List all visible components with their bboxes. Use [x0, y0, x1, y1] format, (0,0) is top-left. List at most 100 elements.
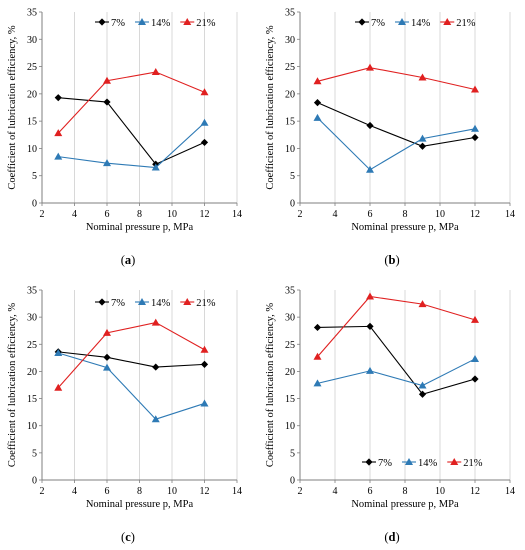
- x-tick-label: 4: [333, 486, 338, 497]
- data-point: [418, 381, 427, 389]
- legend-marker: [183, 18, 192, 25]
- data-point: [200, 360, 209, 368]
- y-tick-label: 0: [290, 199, 295, 210]
- y-tick-label: 5: [32, 171, 37, 182]
- data-point: [418, 390, 427, 398]
- x-tick-label: 8: [137, 486, 142, 497]
- series-line-3: [57, 71, 205, 134]
- data-point: [151, 68, 160, 76]
- series-line-1: [58, 97, 205, 165]
- y-tick-label: 5: [290, 448, 295, 459]
- panel-caption: (b): [384, 253, 399, 267]
- data-point: [418, 300, 427, 308]
- y-axis-title: Coefficient of lubrication efficiency, %: [265, 303, 276, 467]
- data-point: [200, 138, 209, 147]
- legend-label: 14%: [411, 18, 431, 29]
- y-tick-label: 15: [27, 117, 37, 128]
- data-point: [152, 363, 160, 371]
- legend-marker: [138, 298, 146, 305]
- y-tick-label: 0: [32, 199, 37, 210]
- x-axis-title: Nominal pressure p, MPa: [86, 222, 194, 233]
- x-tick-label: 14: [232, 486, 242, 497]
- series-line-3: [317, 67, 476, 91]
- y-tick-label: 20: [27, 89, 37, 100]
- data-point: [103, 363, 111, 371]
- y-tick-label: 10: [27, 421, 37, 432]
- legend: 7% 14% 21%: [355, 18, 476, 29]
- x-tick-label: 14: [505, 209, 515, 220]
- data-point: [200, 88, 209, 96]
- legend-marker: [443, 18, 452, 25]
- data-point: [103, 98, 111, 106]
- data-point: [313, 77, 322, 85]
- x-axis-title: Nominal pressure p, MPa: [351, 222, 459, 233]
- y-tick-label: 30: [27, 35, 37, 46]
- y-tick-label: 35: [27, 8, 37, 19]
- data-point: [366, 366, 374, 374]
- panel-caption: (a): [121, 253, 136, 267]
- data-point: [471, 354, 479, 362]
- x-tick-label: 10: [167, 486, 177, 497]
- y-tick-label: 20: [285, 89, 295, 100]
- legend-marker: [98, 298, 106, 306]
- y-tick-label: 10: [27, 144, 37, 155]
- y-tick-label: 35: [27, 286, 37, 297]
- data-point: [54, 383, 63, 391]
- legend-marker: [365, 458, 373, 466]
- panel-caption: (c): [121, 530, 135, 544]
- x-tick-label: 2: [298, 486, 303, 497]
- data-point: [471, 375, 479, 383]
- x-tick-label: 2: [40, 486, 45, 497]
- legend-marker: [398, 18, 406, 25]
- series-line-1: [58, 351, 205, 368]
- y-axis-title: Coefficient of lubrication efficiency, %: [7, 303, 18, 467]
- x-tick-label: 6: [105, 486, 110, 497]
- legend-label: 21%: [463, 458, 483, 469]
- data-point: [366, 292, 374, 300]
- x-tick-label: 12: [200, 209, 210, 220]
- legend-marker: [358, 18, 366, 26]
- data-point: [366, 165, 374, 173]
- y-axis-title: Coefficient of lubrication efficiency, %: [7, 25, 18, 189]
- legend-label: 21%: [196, 298, 216, 309]
- data-point: [471, 133, 479, 142]
- legend-label: 21%: [456, 18, 476, 29]
- y-tick-label: 15: [285, 394, 295, 405]
- x-tick-label: 14: [232, 209, 242, 220]
- data-point: [366, 121, 374, 130]
- data-point: [151, 318, 160, 326]
- series-line-3: [317, 295, 476, 358]
- y-tick-label: 25: [285, 340, 295, 351]
- y-tick-label: 10: [285, 144, 295, 155]
- y-tick-label: 5: [32, 448, 37, 459]
- x-tick-label: 14: [505, 486, 515, 497]
- data-point: [313, 113, 322, 121]
- y-tick-label: 30: [27, 313, 37, 324]
- series-line-3: [57, 321, 205, 389]
- x-tick-label: 4: [72, 209, 77, 220]
- x-tick-label: 6: [368, 486, 373, 497]
- chart-panel-3: 0 5 10 15 20 25 30 35 2 4 6 8 10 12 14 Nominal pressure…: [7, 286, 242, 545]
- y-axis-title: Coefficient of lubrication efficiency, %: [265, 25, 276, 189]
- data-point: [200, 118, 209, 126]
- y-tick-label: 30: [285, 35, 295, 46]
- series-line-2: [317, 358, 476, 387]
- data-point: [54, 348, 63, 356]
- data-point: [103, 76, 111, 84]
- x-tick-label: 10: [435, 209, 445, 220]
- data-point: [471, 85, 479, 93]
- x-tick-label: 12: [200, 486, 210, 497]
- x-tick-label: 2: [40, 209, 45, 220]
- x-tick-label: 10: [167, 209, 177, 220]
- chart-panel-1: 0 5 10 15 20 25 30 35 2 4 6 8 10 12 14 Nominal pressure…: [7, 8, 242, 268]
- series-line-2: [58, 122, 205, 169]
- data-point: [471, 315, 479, 323]
- data-point: [366, 63, 374, 71]
- data-point: [313, 379, 322, 387]
- legend-label: 7%: [378, 458, 392, 469]
- x-tick-label: 12: [470, 486, 480, 497]
- data-point: [151, 163, 160, 171]
- data-point: [54, 129, 63, 137]
- data-point: [313, 352, 322, 360]
- data-point: [418, 73, 427, 81]
